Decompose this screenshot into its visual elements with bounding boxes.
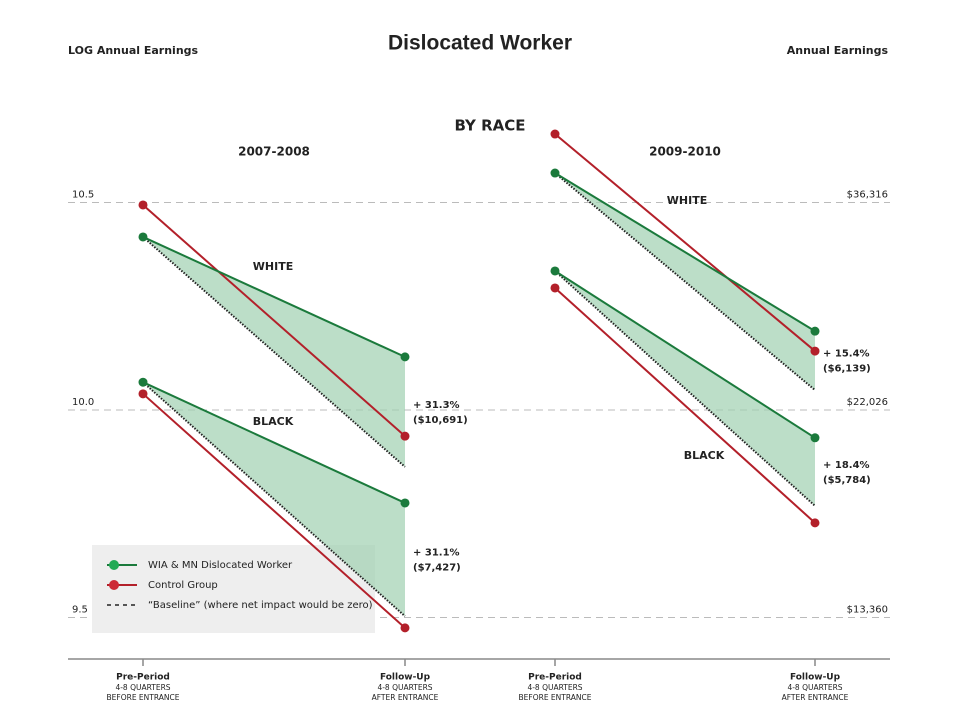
y2-tick-label: $13,360: [847, 604, 888, 615]
impact-area: [143, 382, 405, 617]
control-marker: [138, 389, 148, 399]
x-tick-label: Follow-Up: [790, 673, 841, 683]
group-label: BLACK: [684, 449, 725, 462]
x-tick-label: Pre-Period: [116, 673, 170, 683]
control-line: [554, 287, 816, 524]
impact-annotation: ($5,784): [823, 475, 871, 486]
control-line: [554, 133, 816, 352]
control-marker: [810, 346, 820, 356]
y2-tick-label: $22,026: [847, 397, 888, 408]
control-marker: [550, 129, 560, 139]
x-tick-sublabel: BEFORE ENTRANCE: [519, 693, 592, 702]
y2-tick-label: $36,316: [847, 189, 888, 200]
y-tick-label: 10.5: [72, 190, 94, 201]
impact-annotation: + 31.3%: [413, 400, 460, 411]
legend-swatch-dot: [109, 580, 119, 590]
wia-marker: [550, 266, 560, 276]
x-tick-label: Follow-Up: [380, 673, 431, 683]
impact-annotation: ($6,139): [823, 364, 871, 375]
y-tick-label: 10.0: [72, 397, 94, 408]
wia-marker: [400, 352, 410, 362]
impact-annotation: + 31.1%: [413, 548, 460, 559]
wia-marker: [400, 498, 410, 508]
baseline-line: [554, 172, 816, 391]
legend-swatch-dot: [109, 560, 119, 570]
wia-marker: [138, 377, 148, 387]
wia-marker: [138, 232, 148, 242]
y2-axis-label: Annual Earnings: [787, 44, 889, 57]
wia-marker: [810, 433, 820, 443]
baseline-line: [554, 270, 816, 507]
y-axis-label: LOG Annual Earnings: [68, 44, 199, 57]
impact-annotation: ($7,427): [413, 563, 461, 574]
control-marker: [400, 623, 410, 633]
group-label: WHITE: [253, 260, 293, 273]
wia-marker: [550, 168, 560, 178]
x-tick-sublabel: BEFORE ENTRANCE: [107, 693, 180, 702]
x-tick-sublabel: 4-8 QUARTERS: [787, 683, 842, 692]
impact-annotation: + 15.4%: [823, 349, 870, 360]
control-marker: [810, 518, 820, 528]
chart-subtitle: BY RACE: [454, 117, 525, 135]
x-tick-sublabel: 4-8 QUARTERS: [115, 683, 170, 692]
control-marker: [550, 283, 560, 293]
control-marker: [400, 431, 410, 441]
impact-annotation: ($10,691): [413, 415, 468, 426]
control-line: [142, 204, 406, 437]
wia-marker: [810, 326, 820, 336]
wia-line: [142, 236, 406, 358]
wia-line: [554, 270, 816, 439]
control-marker: [138, 200, 148, 210]
legend-label: WIA & MN Dislocated Worker: [148, 560, 293, 571]
x-tick-sublabel: AFTER ENTRANCE: [372, 693, 439, 702]
chart-title: Dislocated Worker: [388, 32, 572, 55]
y-tick-label: 9.5: [72, 605, 88, 616]
wia-line: [554, 172, 816, 333]
legend-label: “Baseline” (where net impact would be ze…: [148, 600, 373, 611]
wia-line: [142, 381, 406, 504]
group-label: BLACK: [253, 415, 294, 428]
baseline-line: [142, 236, 406, 468]
impact-annotation: + 18.4%: [823, 460, 870, 471]
x-tick-sublabel: 4-8 QUARTERS: [377, 683, 432, 692]
panel-title: 2009-2010: [649, 145, 721, 159]
legend-box: [92, 545, 375, 633]
control-line: [142, 393, 406, 629]
legend-label: Control Group: [148, 580, 218, 591]
group-label: WHITE: [667, 194, 707, 207]
x-tick-sublabel: 4-8 QUARTERS: [527, 683, 582, 692]
panel-title: 2007-2008: [238, 145, 310, 159]
x-tick-label: Pre-Period: [528, 673, 582, 683]
x-tick-sublabel: AFTER ENTRANCE: [782, 693, 849, 702]
